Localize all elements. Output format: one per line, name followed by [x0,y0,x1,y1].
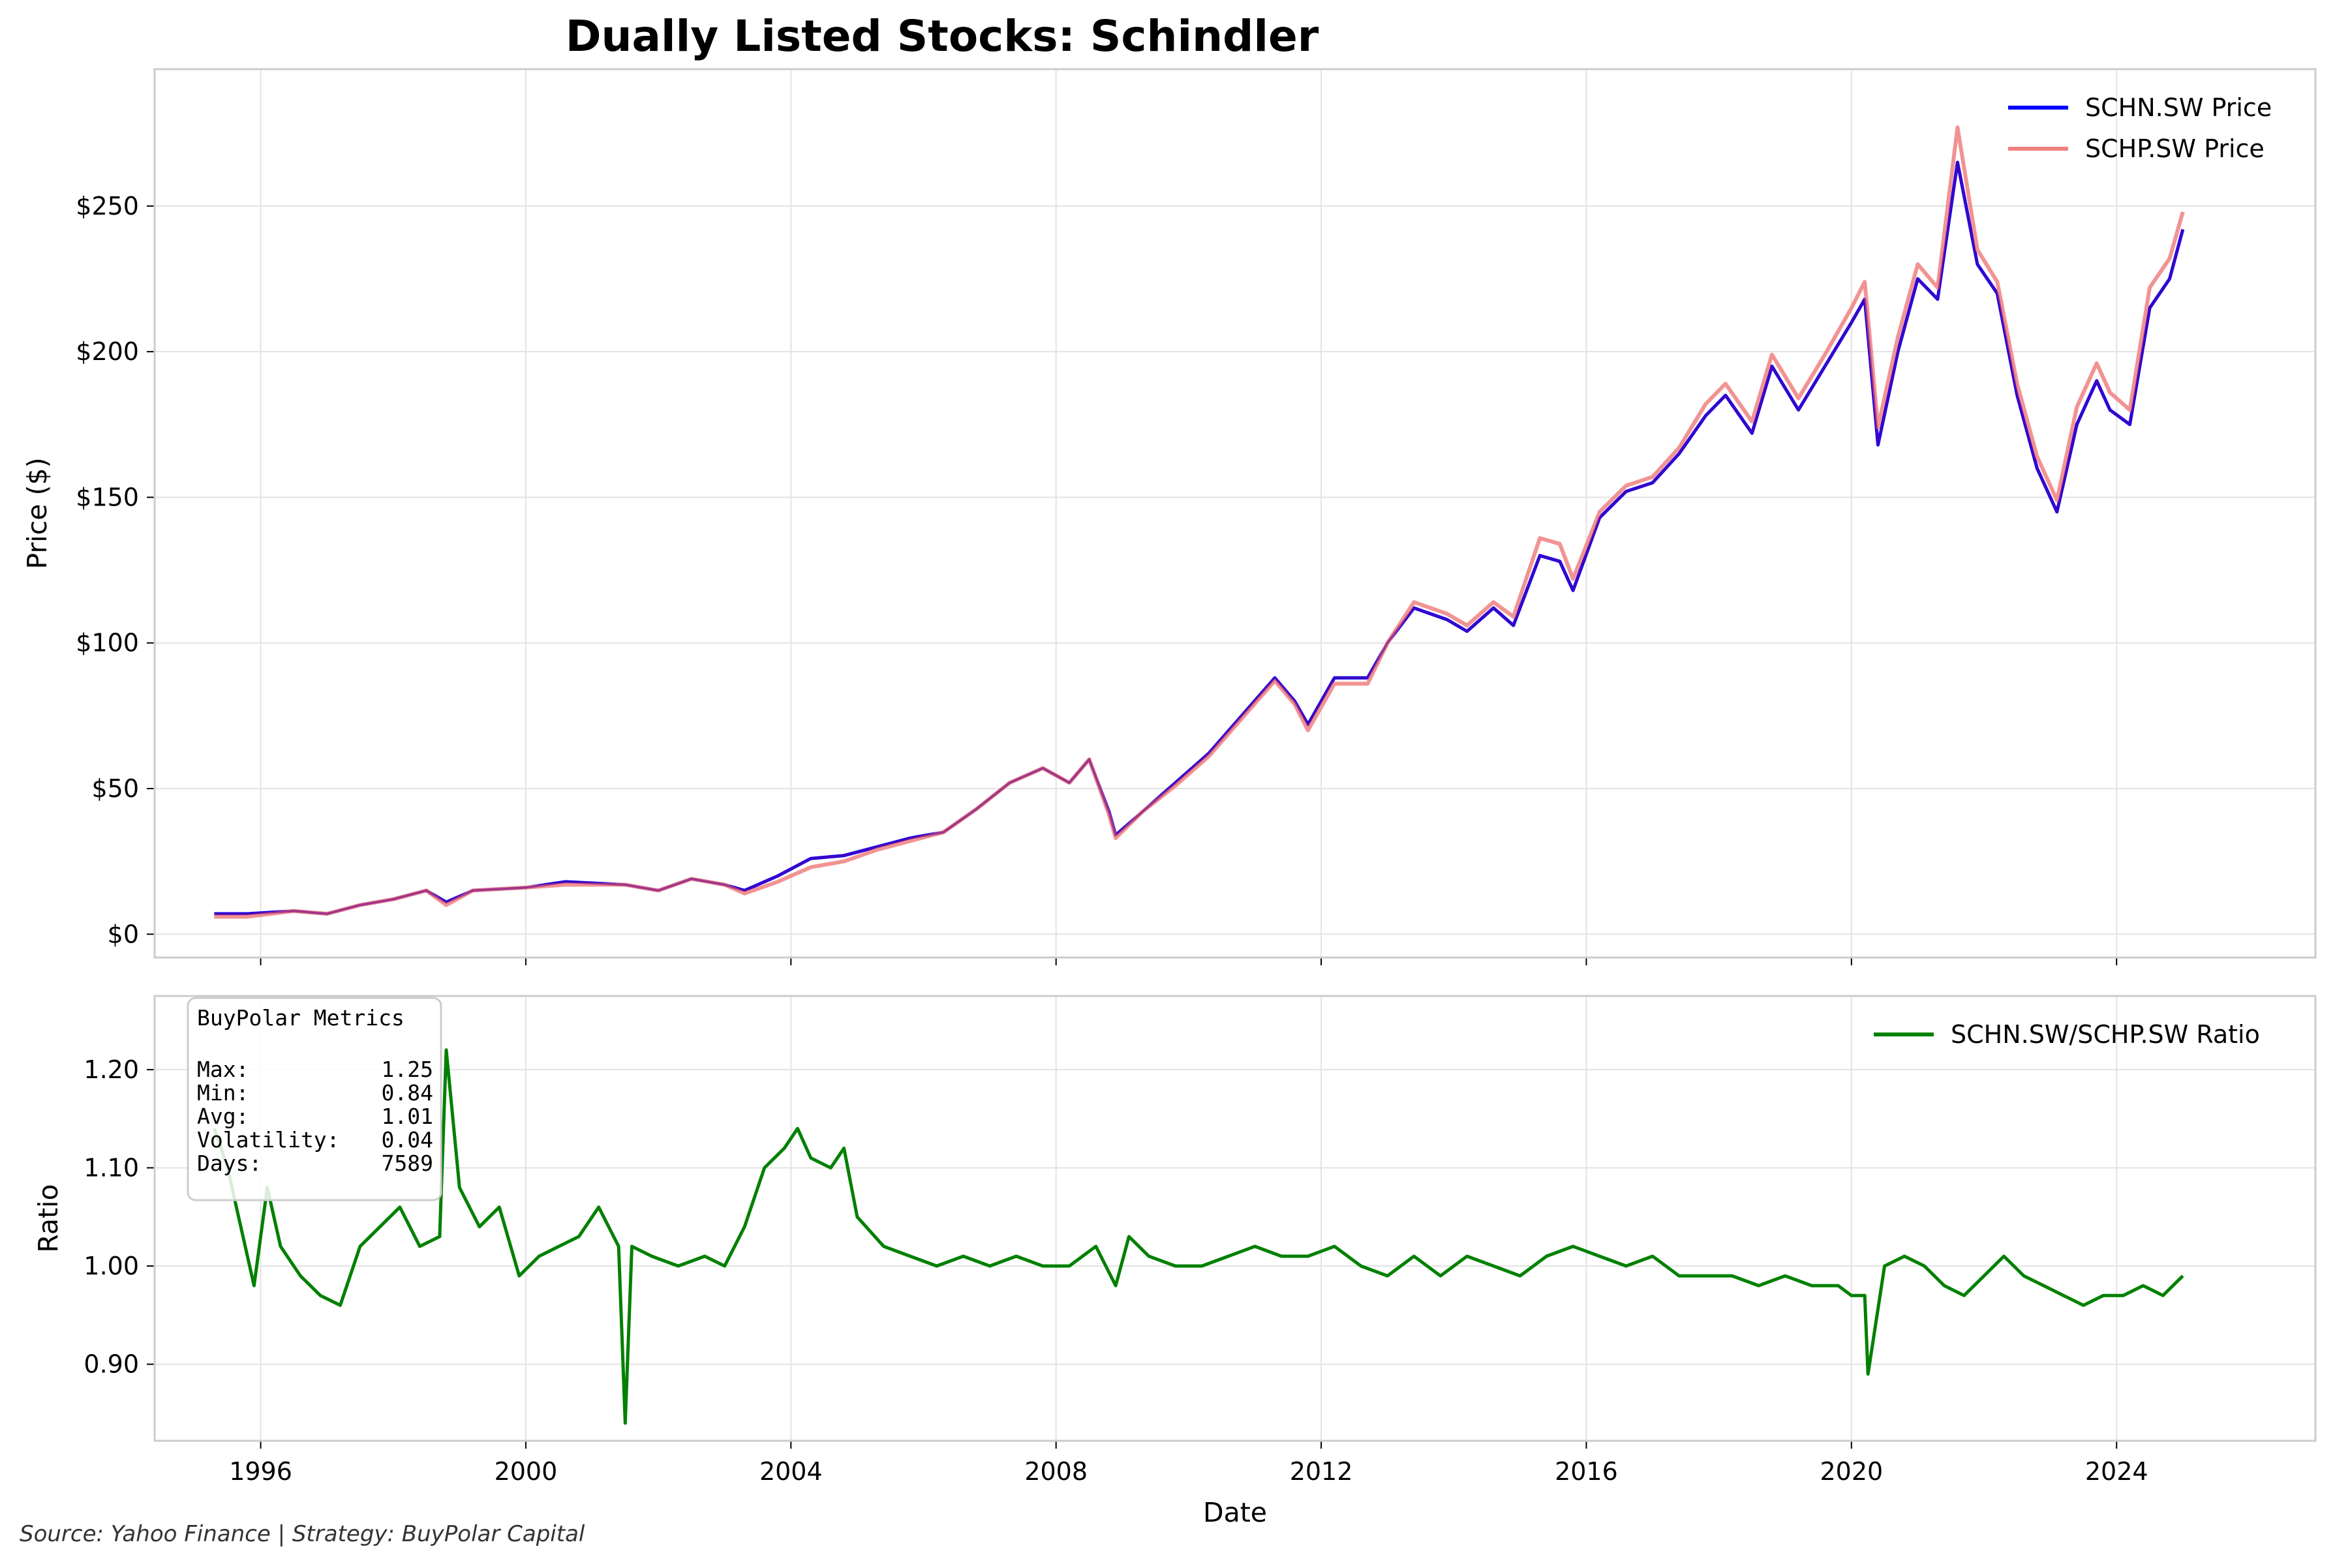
metrics-value: 0.84 [382,1080,433,1106]
metrics-label: Max: [197,1057,249,1082]
legend-label: SCHN.SW Price [2085,93,2272,122]
x-tick-label: 2012 [1290,1457,1353,1486]
y-tick-label: $0 [108,920,139,948]
ratio-grid [155,996,2315,1441]
series-line-overlap [214,161,2184,915]
x-tick-label: 2004 [759,1457,823,1486]
metrics-value: 0.04 [382,1127,433,1153]
metrics-box: BuyPolar Metrics Max: 1.25 Min: 0.84 Avg: 1.01… [187,997,442,1201]
ratio-panel-frame [153,995,2317,1442]
y-tick-label: $150 [76,483,139,511]
x-tick-label: 2000 [495,1457,558,1486]
y-tick-label: 0.90 [84,1350,139,1379]
series-line-ratio [213,1048,2184,1425]
y-tick-label: 1.00 [84,1252,139,1280]
x-tick-label: 1996 [229,1457,292,1486]
ratio-x-axis-label: Date [1203,1497,1267,1528]
y-tick-label: $50 [91,774,139,803]
metrics-box-frame [187,997,442,1201]
price-lines [214,125,2185,919]
ratio-y-ticks: 0.90 1.00 1.10 1.20 [84,1055,155,1379]
x-tick-label: 2016 [1555,1457,1618,1486]
price-grid [155,69,2315,957]
legend-label: SCHN.SW/SCHP.SW Ratio [1951,1020,2260,1049]
y-tick-label: 1.10 [84,1153,139,1182]
ratio-x-ticks: 1996 2000 2004 2008 2012 2016 2020 2024 [229,1441,2148,1486]
metrics-label: Volatility: [197,1127,340,1153]
metrics-label: Days: [197,1151,262,1176]
series-line-schn [214,160,2185,916]
chart-title: Dually Listed Stocks: Schindler [566,11,1319,61]
footer-source: Source: Yahoo Finance | Strategy: BuyPol… [20,1521,585,1547]
legend-label: SCHP.SW Price [2085,134,2265,163]
y-tick-label: 1.20 [84,1055,139,1084]
x-tick-label: 2020 [1820,1457,1883,1486]
metrics-label: Min: [197,1080,249,1106]
ratio-legend: SCHN.SW/SCHP.SW Ratio [1874,1020,2260,1049]
price-panel-frame [153,68,2317,959]
price-y-axis-label: Price ($) [22,457,53,569]
y-tick-label: $100 [76,629,139,657]
ratio-y-axis-label: Ratio [33,1184,64,1252]
metrics-value: 1.25 [382,1057,433,1082]
x-tick-label: 2024 [2085,1457,2148,1486]
metrics-value: 7589 [382,1151,433,1176]
y-tick-label: $250 [76,192,139,220]
metrics-label: Avg: [197,1104,249,1129]
x-tick-label: 2008 [1024,1457,1088,1486]
price-y-ticks: $0 $50 $100 $150 $200 $250 [76,192,155,948]
ratio-lines [213,1048,2184,1425]
series-line-schp [214,125,2185,919]
metrics-title: BuyPolar Metrics [197,1005,404,1031]
price-legend: SCHN.SW Price SCHP.SW Price [2008,93,2272,163]
y-tick-label: $200 [76,337,139,366]
metrics-value: 1.01 [382,1104,433,1129]
price-x-ticks [260,957,2118,965]
